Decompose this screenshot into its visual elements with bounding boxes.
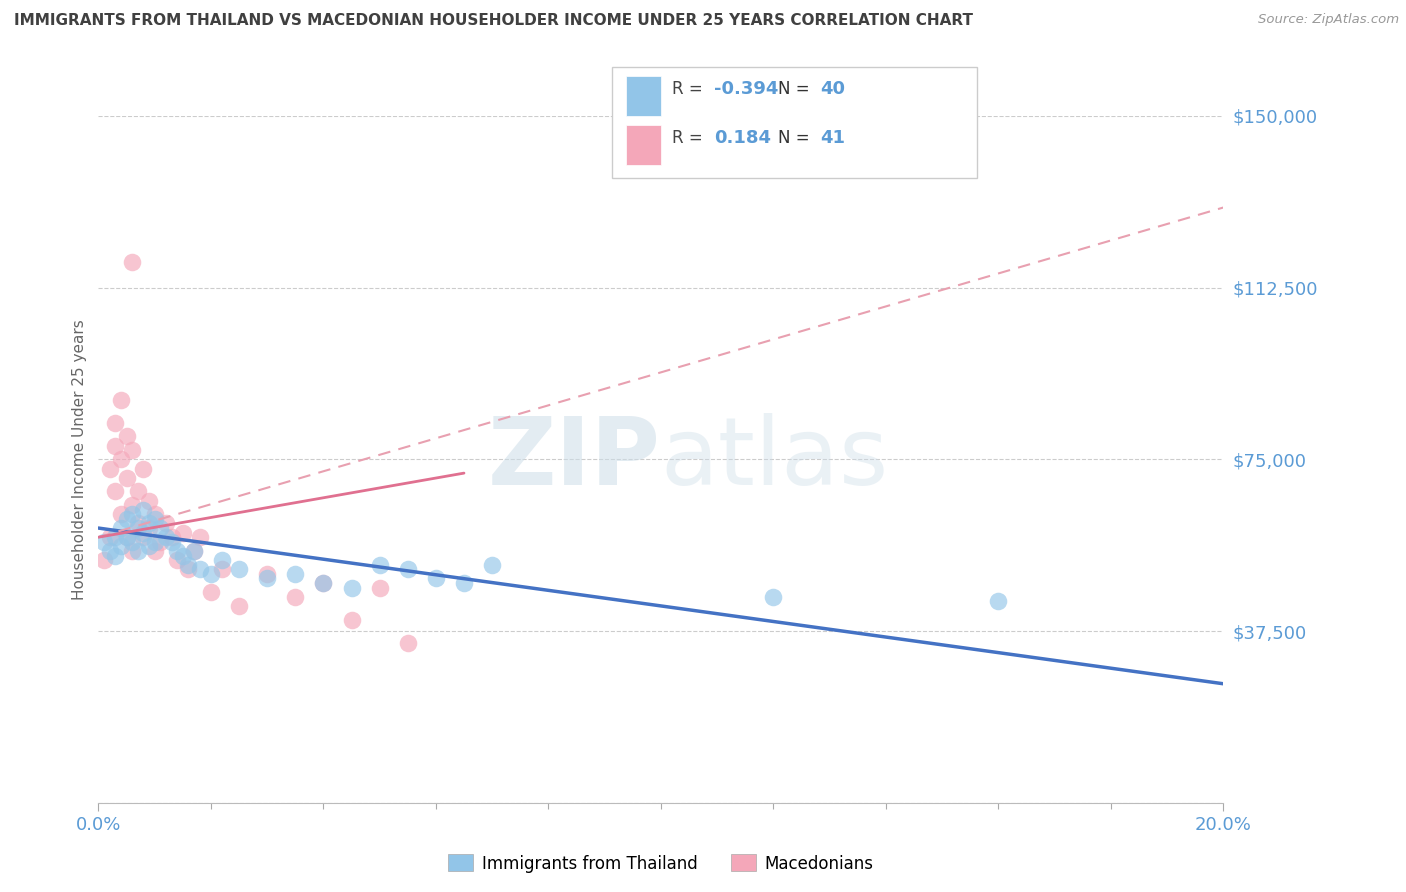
Point [127, 544, 149, 558]
Point [368, 581, 391, 595]
Text: Source: ZipAtlas.com: Source: ZipAtlas.com [1258, 13, 1399, 27]
Point [396, 635, 419, 649]
Point [115, 530, 138, 544]
Point [98, 530, 121, 544]
Point [762, 590, 785, 604]
Point [155, 516, 177, 531]
Point [160, 534, 183, 549]
Text: ZIP: ZIP [488, 413, 661, 506]
Point [143, 508, 166, 522]
Point [396, 562, 419, 576]
Point [127, 516, 149, 531]
Point [121, 534, 143, 549]
Point [138, 521, 160, 535]
Y-axis label: Householder Income Under 25 years: Householder Income Under 25 years [72, 319, 87, 599]
Point [481, 558, 503, 572]
Point [110, 540, 132, 554]
Point [132, 525, 155, 540]
Point [104, 549, 127, 563]
Point [312, 576, 335, 591]
Text: R =: R = [672, 129, 709, 147]
Point [228, 562, 250, 576]
Point [115, 530, 138, 544]
Point [143, 512, 166, 526]
Point [172, 549, 194, 563]
Point [115, 429, 138, 443]
Point [172, 525, 194, 540]
Point [127, 521, 149, 535]
Point [200, 566, 222, 581]
Point [127, 484, 149, 499]
Text: N =: N = [778, 80, 814, 98]
Point [155, 530, 177, 544]
Point [121, 544, 143, 558]
Point [166, 553, 188, 567]
Point [104, 530, 127, 544]
Text: 41: 41 [820, 129, 845, 147]
Point [110, 392, 132, 407]
Point [149, 521, 172, 535]
Point [211, 553, 233, 567]
Point [121, 508, 143, 522]
Point [143, 544, 166, 558]
Point [93, 553, 115, 567]
Point [115, 512, 138, 526]
Point [453, 576, 475, 591]
Point [138, 516, 160, 531]
Point [115, 471, 138, 485]
Point [121, 498, 143, 512]
Point [256, 571, 278, 585]
Text: 0.184: 0.184 [714, 129, 772, 147]
Text: IMMIGRANTS FROM THAILAND VS MACEDONIAN HOUSEHOLDER INCOME UNDER 25 YEARS CORRELA: IMMIGRANTS FROM THAILAND VS MACEDONIAN H… [14, 13, 973, 29]
Point [312, 576, 335, 591]
Point [110, 508, 132, 522]
Point [188, 562, 211, 576]
Point [166, 544, 188, 558]
Point [121, 443, 143, 458]
Point [284, 590, 307, 604]
Point [284, 566, 307, 581]
Point [104, 439, 127, 453]
Point [183, 544, 205, 558]
Point [160, 530, 183, 544]
Point [110, 521, 132, 535]
Point [188, 530, 211, 544]
Point [104, 484, 127, 499]
Point [211, 562, 233, 576]
Point [98, 544, 121, 558]
Text: R =: R = [672, 80, 709, 98]
Point [121, 255, 143, 269]
Point [138, 540, 160, 554]
Point [425, 571, 447, 585]
Point [987, 594, 1010, 608]
Text: 40: 40 [820, 80, 845, 98]
Point [183, 544, 205, 558]
Point [200, 585, 222, 599]
Point [104, 416, 127, 430]
Point [149, 534, 172, 549]
Text: N =: N = [778, 129, 814, 147]
Text: atlas: atlas [661, 413, 889, 506]
Legend: Immigrants from Thailand, Macedonians: Immigrants from Thailand, Macedonians [441, 847, 880, 880]
Point [110, 452, 132, 467]
Point [256, 566, 278, 581]
Text: -0.394: -0.394 [714, 80, 779, 98]
Point [132, 461, 155, 475]
Point [177, 558, 200, 572]
Point [132, 502, 155, 516]
Point [98, 461, 121, 475]
Point [132, 530, 155, 544]
Point [228, 599, 250, 613]
Point [93, 534, 115, 549]
Point [340, 613, 363, 627]
Point [368, 558, 391, 572]
Point [177, 562, 200, 576]
Point [143, 534, 166, 549]
Point [340, 581, 363, 595]
Point [138, 493, 160, 508]
